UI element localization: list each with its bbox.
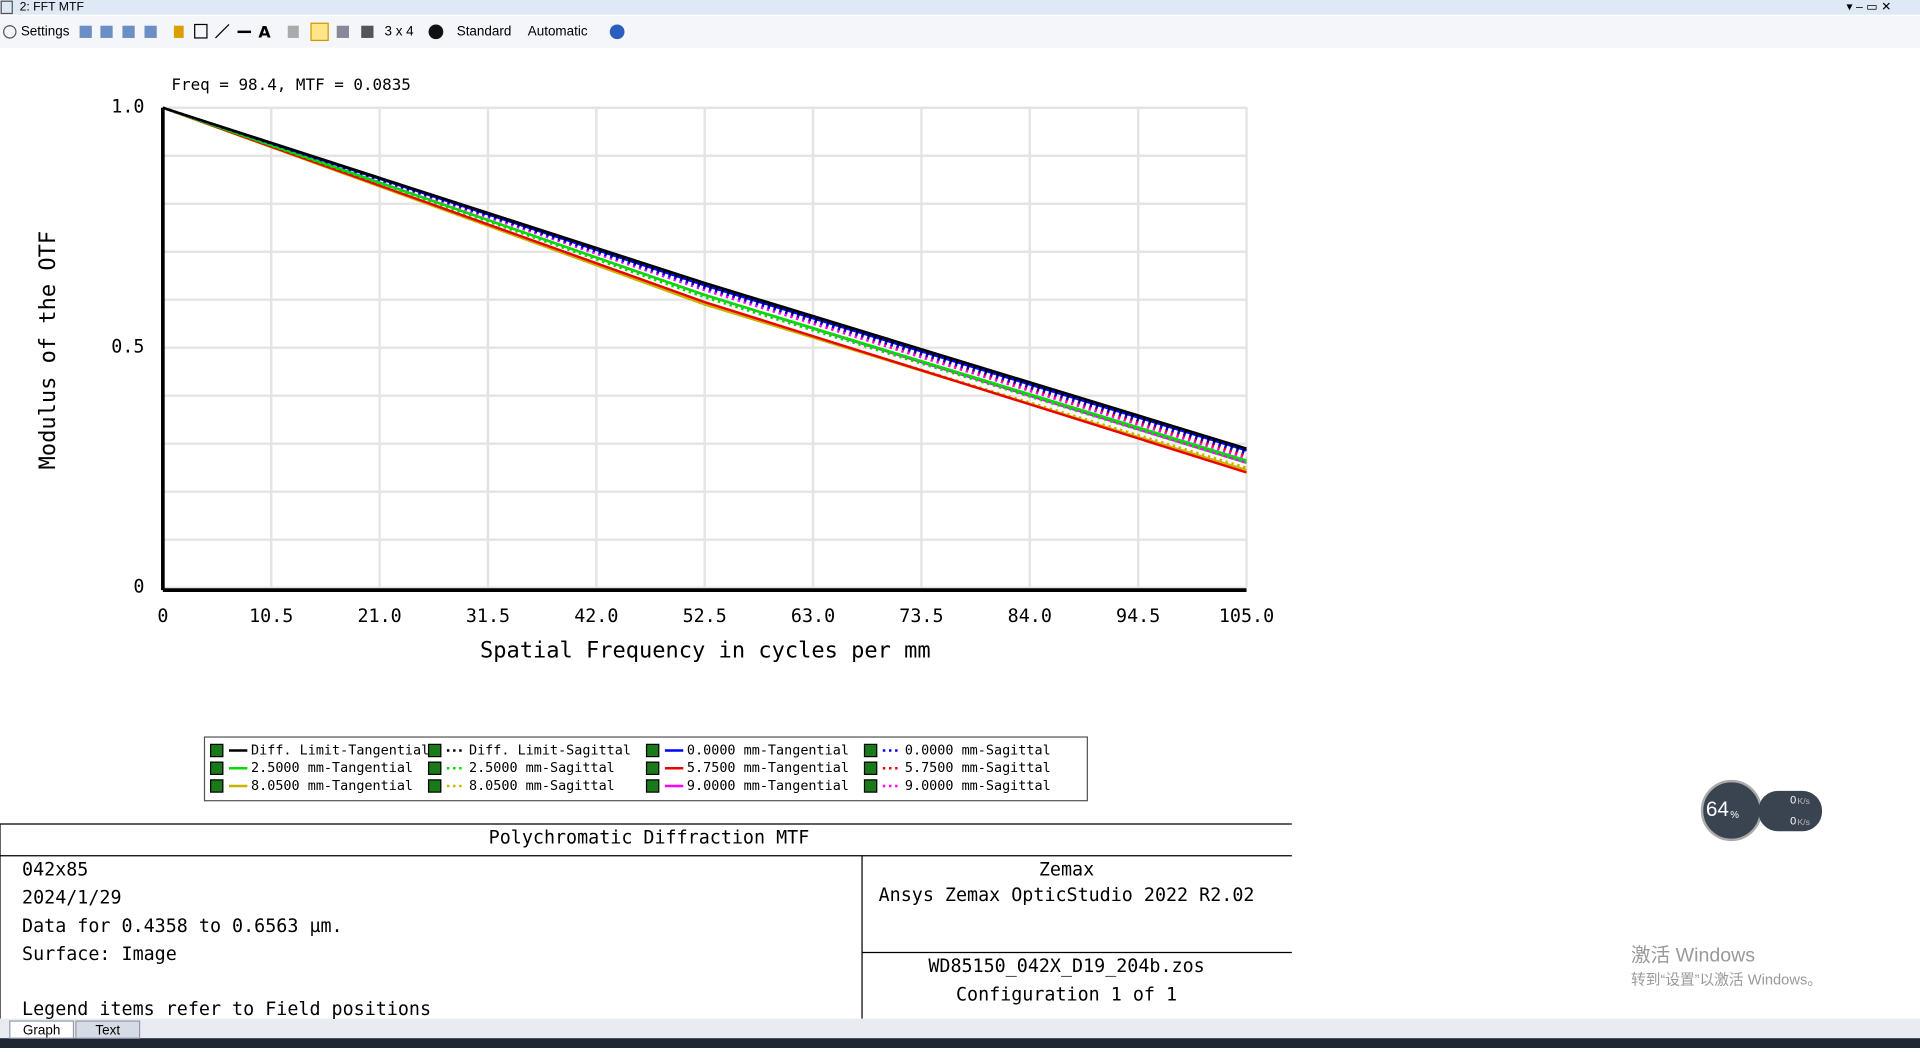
x-tick-label: 10.5 <box>249 606 293 627</box>
y-tick-label: 1.0 <box>111 97 144 118</box>
legend-checkbox[interactable] <box>645 779 660 793</box>
x-tick-label: 73.5 <box>899 606 943 627</box>
tab-label[interactable]: Graph <box>23 1022 60 1037</box>
tab-label[interactable]: Text <box>95 1022 120 1037</box>
settings-button[interactable]: Settings <box>21 23 70 38</box>
widget-unit: % <box>1730 810 1739 821</box>
x-tick-label: 42.0 <box>574 606 618 627</box>
x-tick-label: 63.0 <box>791 606 835 627</box>
info-line: Configuration 1 of 1 <box>956 984 1177 1005</box>
legend-checkbox[interactable] <box>427 743 442 758</box>
legend-checkbox[interactable] <box>210 743 224 758</box>
info-title: Polychromatic Diffraction MTF <box>489 828 810 849</box>
tab[interactable] <box>9 1020 75 1039</box>
widget-down: 0 <box>1790 815 1796 827</box>
legend-label: 5.7500 mm-Tangential <box>687 761 849 776</box>
settings-toggle[interactable] <box>3 25 17 39</box>
legend-label: 0.0000 mm-Tangential <box>687 743 849 758</box>
legend-label: 9.0000 mm-Sagittal <box>905 779 1051 794</box>
toolbar-icons[interactable] <box>79 22 625 42</box>
speed-widget-panel <box>1758 790 1823 832</box>
info-line: Data for 0.4358 to 0.6563 µm. <box>22 916 343 937</box>
taskbar <box>0 1038 1920 1048</box>
watermark: 激活 Windows <box>1631 944 1755 966</box>
x-tick-label: 84.0 <box>1008 606 1052 627</box>
legend-label: 0.0000 mm-Sagittal <box>905 743 1051 758</box>
x-tick-label: 0 <box>157 606 168 627</box>
annotation: Freq = 98.4, MTF = 0.0835 <box>171 75 410 94</box>
x-tick-label: 52.5 <box>683 606 727 627</box>
legend-checkbox[interactable] <box>645 761 660 775</box>
info-line: Surface: Image <box>22 944 177 965</box>
app-icon <box>0 0 13 15</box>
legend-checkbox[interactable] <box>863 779 878 793</box>
style-button[interactable]: Standard <box>457 23 512 38</box>
window-controls[interactable]: ▾ – ▭ ✕ <box>1847 0 1892 14</box>
series-line <box>162 106 1247 462</box>
layout-button[interactable]: 3 x 4 <box>384 23 414 38</box>
tab-strip <box>0 1018 1920 1039</box>
legend-checkbox[interactable] <box>427 779 442 793</box>
legend-label: Diff. Limit-Sagittal <box>469 743 631 758</box>
info-line: Zemax <box>1039 859 1094 880</box>
widget-percent: 64 <box>1706 798 1729 821</box>
series-line <box>162 106 1247 474</box>
legend-checkbox[interactable] <box>645 743 660 758</box>
x-axis-label: Spatial Frequency in cycles per mm <box>480 638 931 663</box>
text-icon[interactable]: A <box>258 23 271 42</box>
tab[interactable] <box>75 1020 141 1039</box>
widget-up: 0 <box>1790 795 1796 807</box>
y-tick-label: 0 <box>133 577 144 598</box>
legend-label: 5.7500 mm-Sagittal <box>905 761 1051 776</box>
legend-checkbox[interactable] <box>863 743 878 758</box>
widget-down-unit: K/s <box>1798 817 1810 827</box>
legend-checkbox[interactable] <box>210 761 224 775</box>
info-line: Ansys Zemax OpticStudio 2022 R2.02 <box>879 885 1255 906</box>
series-line <box>162 106 1247 450</box>
legend-label: 2.5000 mm-Tangential <box>251 761 413 776</box>
info-line: 042x85 <box>22 859 88 880</box>
window-title: 2: FFT MTF <box>20 0 84 14</box>
legend-checkbox[interactable] <box>427 761 442 775</box>
watermark: 转到“设置”以激活 Windows。 <box>1631 972 1822 989</box>
legend-label: Diff. Limit-Tangential <box>251 743 429 758</box>
legend-label: 2.5000 mm-Sagittal <box>469 761 615 776</box>
x-tick-label: 94.5 <box>1116 606 1160 627</box>
legend-label: 8.0500 mm-Sagittal <box>469 779 615 794</box>
y-axis-label: Modulus of the OTF <box>36 231 61 470</box>
legend-checkbox[interactable] <box>210 779 224 793</box>
legend-label: 8.0500 mm-Tangential <box>251 779 413 794</box>
y-tick-label: 0.5 <box>111 337 144 358</box>
legend-checkbox[interactable] <box>863 761 878 775</box>
title-bar <box>0 0 1920 15</box>
info-line: WD85150_042X_D19_204b.zos <box>928 956 1204 977</box>
legend-label: 9.0000 mm-Tangential <box>687 779 849 794</box>
info-line: 2024/1/29 <box>22 888 121 909</box>
x-tick-label: 21.0 <box>357 606 401 627</box>
info-line: Legend items refer to Field positions <box>22 999 431 1020</box>
scale-button[interactable]: Automatic <box>528 23 588 38</box>
x-tick-label: 105.0 <box>1219 606 1274 627</box>
widget-up-unit: K/s <box>1798 796 1810 806</box>
x-tick-label: 31.5 <box>466 606 510 627</box>
